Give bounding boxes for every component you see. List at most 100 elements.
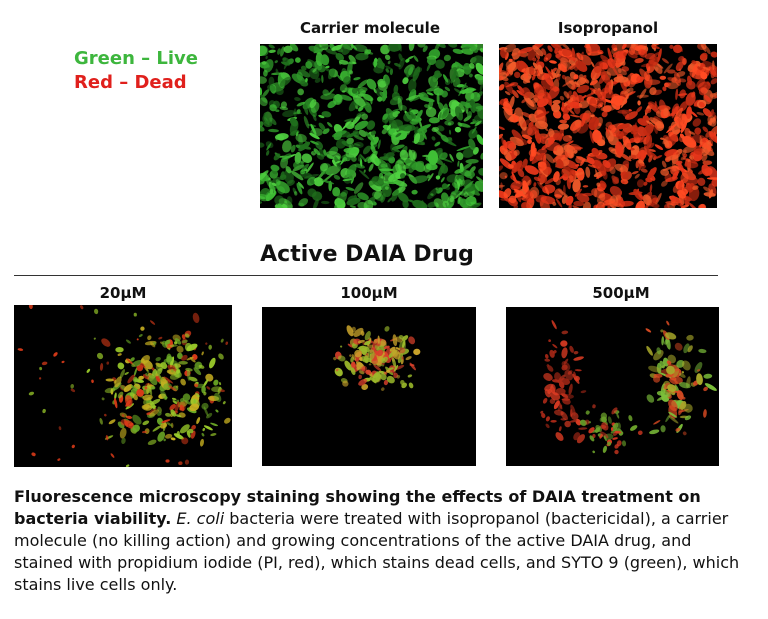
- cell-texture: [138, 375, 144, 380]
- cell-texture: [386, 369, 391, 373]
- cell-texture: [614, 98, 623, 107]
- cell-texture: [703, 94, 712, 103]
- cell-texture: [503, 150, 512, 162]
- cell-texture: [603, 435, 607, 442]
- cell-texture: [590, 88, 598, 94]
- cell-texture: [596, 194, 606, 204]
- cell-texture: [136, 338, 139, 341]
- cell-texture: [580, 419, 587, 427]
- cell-texture: [504, 100, 510, 108]
- cell-texture: [475, 105, 483, 110]
- cell-texture: [574, 369, 582, 372]
- cell-texture: [576, 85, 590, 94]
- cell-texture: [535, 111, 550, 118]
- cell-texture: [637, 45, 644, 50]
- cell-texture: [556, 146, 563, 157]
- cell-texture: [320, 200, 330, 205]
- cell-texture: [337, 355, 346, 362]
- caption: Fluorescence microscopy staining showing…: [14, 486, 754, 596]
- cell-texture: [391, 357, 397, 368]
- cell-texture: [141, 430, 147, 434]
- cell-texture: [454, 126, 462, 133]
- cell-texture: [384, 75, 390, 86]
- cell-texture: [388, 118, 398, 129]
- cell-texture: [662, 392, 671, 398]
- cell-texture: [351, 354, 356, 361]
- cell-texture: [99, 417, 103, 425]
- cell-texture: [178, 360, 188, 365]
- cell-texture: [364, 101, 372, 113]
- cell-texture: [650, 45, 661, 49]
- cell-texture: [572, 179, 581, 193]
- cell-texture: [672, 185, 679, 193]
- cell-texture: [294, 191, 298, 196]
- cell-texture: [394, 364, 405, 370]
- cell-texture: [174, 341, 178, 345]
- cell-texture: [681, 113, 688, 124]
- cell-texture: [157, 411, 162, 416]
- cell-texture: [169, 404, 176, 411]
- cell-texture: [399, 149, 409, 161]
- cell-texture: [185, 367, 193, 372]
- cell-texture: [499, 126, 505, 131]
- cell-texture: [358, 370, 365, 375]
- cell-texture: [181, 339, 188, 344]
- cell-texture: [300, 65, 307, 71]
- cell-texture: [146, 412, 151, 416]
- cell-texture: [694, 127, 702, 135]
- cell-texture: [622, 135, 632, 150]
- cell-texture: [710, 117, 716, 123]
- cell-texture: [630, 425, 638, 431]
- cell-texture: [703, 186, 712, 193]
- cell-texture: [144, 386, 148, 390]
- cell-texture: [294, 152, 302, 164]
- cell-texture: [180, 378, 186, 386]
- cell-texture: [575, 164, 580, 167]
- cell-texture: [435, 175, 441, 180]
- cell-texture: [441, 90, 448, 98]
- cell-texture: [181, 354, 188, 361]
- cell-texture: [364, 48, 369, 54]
- cell-texture: [568, 135, 572, 138]
- cell-texture: [515, 162, 524, 172]
- cell-texture: [452, 182, 459, 189]
- cell-texture: [388, 171, 402, 182]
- cell-texture: [260, 76, 267, 84]
- cell-texture: [527, 48, 536, 61]
- cell-texture: [300, 169, 306, 175]
- cell-texture: [499, 101, 502, 106]
- cell-texture: [132, 393, 138, 401]
- cell-texture: [149, 400, 156, 410]
- cell-texture: [441, 192, 449, 203]
- cell-texture: [417, 67, 423, 73]
- cell-texture: [663, 138, 670, 148]
- cell-texture: [472, 55, 483, 66]
- cell-texture: [362, 145, 371, 155]
- cell-texture: [553, 350, 557, 354]
- cell-texture: [666, 365, 675, 375]
- cell-texture: [555, 388, 566, 396]
- cell-texture: [607, 416, 612, 424]
- cell-texture: [179, 398, 185, 403]
- cell-texture: [338, 94, 353, 101]
- cell-texture: [419, 92, 429, 101]
- cell-texture: [191, 425, 196, 430]
- cell-texture: [666, 320, 670, 326]
- cell-texture: [411, 189, 418, 195]
- cell-texture: [580, 112, 587, 127]
- cell-texture: [260, 121, 264, 128]
- cell-texture: [335, 192, 347, 206]
- cell-texture: [614, 55, 626, 64]
- cell-texture: [551, 103, 561, 113]
- cell-texture: [301, 153, 313, 163]
- cell-texture: [268, 128, 280, 133]
- cell-texture: [564, 420, 571, 428]
- cell-texture: [534, 130, 542, 144]
- cell-texture: [633, 136, 649, 143]
- cell-texture: [358, 169, 370, 180]
- cell-texture: [166, 355, 173, 363]
- cell-texture: [675, 88, 679, 101]
- cell-texture: [192, 354, 198, 360]
- cell-texture: [218, 353, 224, 360]
- cell-texture: [692, 118, 702, 127]
